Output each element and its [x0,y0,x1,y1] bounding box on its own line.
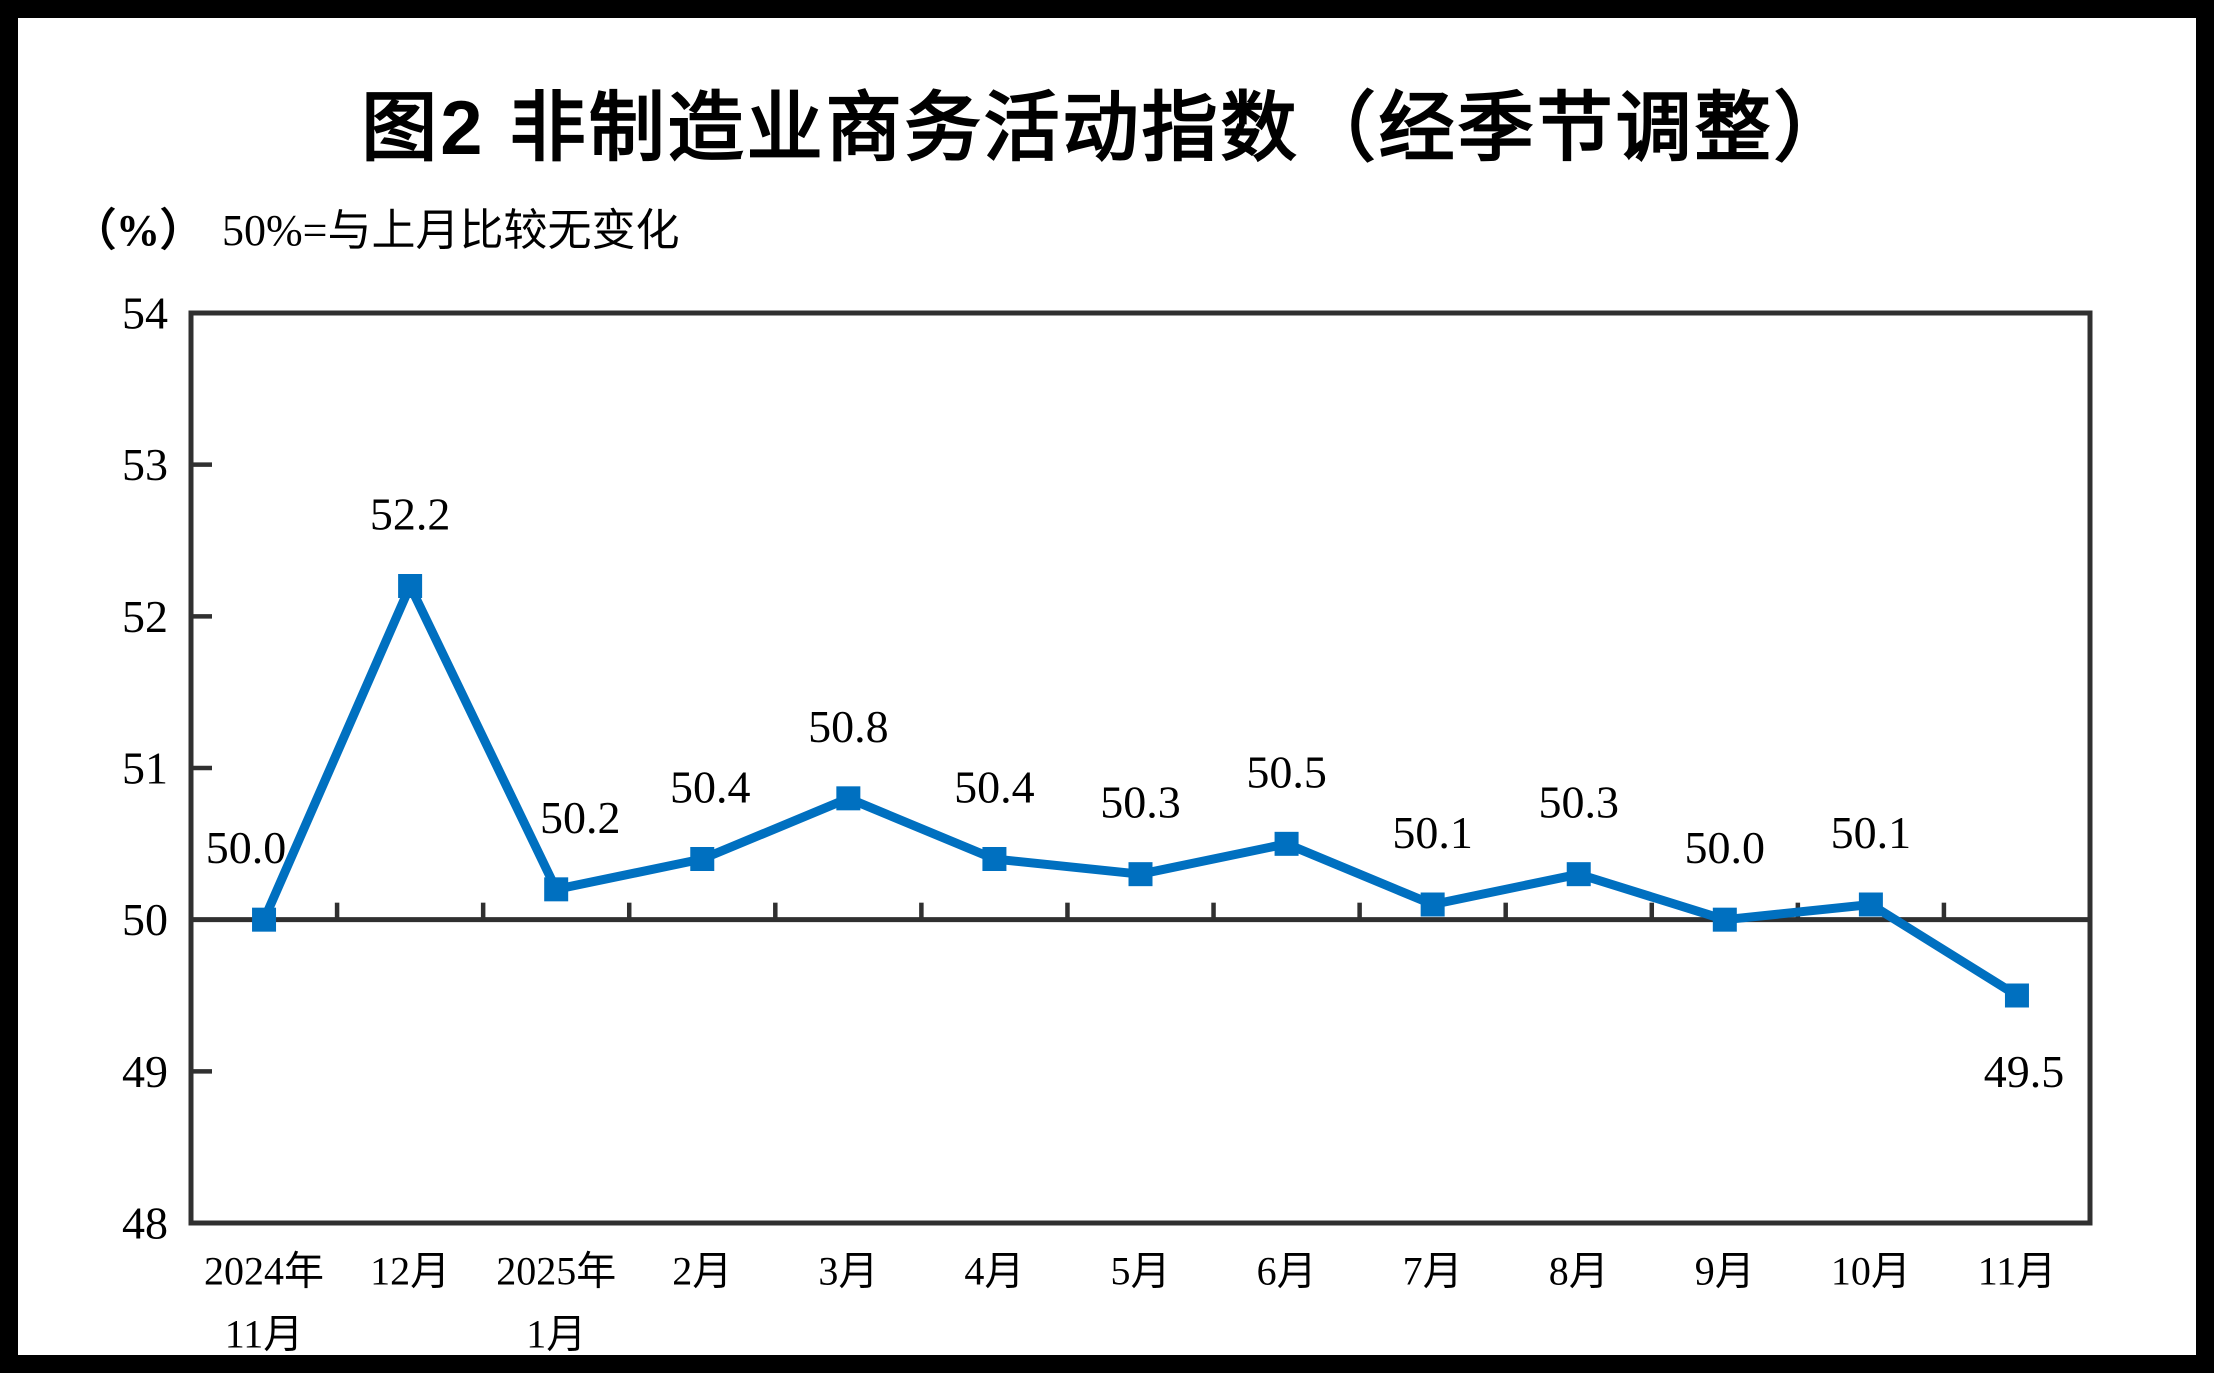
data-point-marker [1128,862,1153,887]
y-axis-tick-label: 50 [122,894,168,945]
data-label: 50.4 [670,762,751,813]
x-axis-tick-label: 11月 [225,1312,304,1357]
x-axis-tick-label: 5月 [1111,1249,1171,1294]
y-axis-tick-label: 52 [122,591,168,642]
x-axis-tick-label: 12月 [370,1249,450,1294]
line-chart: 48 49 50 51 52 53 54 50.0 52.2 50.2 50.4 50.8 50.4 50… [122,288,2093,1357]
x-axis-tick-label: 2月 [672,1249,732,1294]
y-axis-tick-label: 53 [122,439,168,490]
y-axis-tick-label: 48 [122,1198,168,1249]
data-point-marker [982,847,1007,871]
data-label: 50.2 [540,792,621,843]
data-label: 50.3 [1100,777,1181,828]
data-label: 50.1 [1392,807,1473,858]
x-axis-tick-label: 10月 [1831,1249,1911,1294]
axis-note: （%） 50%=与上月比较无变化 [72,194,679,258]
x-axis-tick-label: 2025年 [496,1249,616,1294]
chart-canvas: 图2 非制造业商务活动指数（经季节调整） （%） 50%=与上月比较无变化 48 4… [18,18,2196,1357]
y-axis-tick-label: 51 [122,743,168,794]
data-point-marker [1274,831,1299,856]
x-axis-tick-label: 3月 [818,1249,878,1294]
y-axis-unit-label: （%） [72,206,204,255]
data-label: 50.0 [1685,822,1766,873]
data-label: 52.2 [370,489,451,540]
x-axis-tick-label: 11月 [1978,1249,2057,1294]
x-axis-tick-label: 2024年 [204,1249,324,1294]
x-axis-tick-label: 6月 [1257,1249,1317,1294]
x-axis-tick-label: 9月 [1695,1249,1755,1294]
data-point-marker [252,907,277,932]
y-axis-tick-label: 54 [122,288,168,339]
data-label: 50.0 [206,822,287,873]
data-label: 50.8 [808,701,889,752]
chart-title: 图2 非制造业商务活动指数（经季节调整） [361,86,1853,171]
data-label: 50.4 [954,762,1035,813]
reference-note: 50%=与上月比较无变化 [222,206,680,255]
x-axis-tick-label: 7月 [1403,1249,1463,1294]
data-label: 49.5 [1984,1046,2065,1097]
data-point-marker [544,877,569,902]
x-axis-tick-label: 8月 [1549,1249,1609,1294]
x-axis-tick-label: 1月 [526,1312,586,1357]
y-axis-tick-label: 49 [122,1046,168,1097]
plot-area-border [188,310,2093,1226]
data-point-marker [1566,862,1591,887]
data-point-marker [1420,892,1445,917]
data-point-marker [398,574,423,598]
data-point-marker [690,847,715,871]
data-label: 50.3 [1538,777,1619,828]
data-label: 50.1 [1831,807,1912,858]
data-point-marker [836,786,861,811]
data-label: 50.5 [1246,746,1327,797]
x-axis-tick-label: 4月 [964,1249,1024,1294]
data-point-marker [1712,907,1737,932]
data-point-marker [1858,892,1883,917]
data-point-marker [2004,983,2029,1008]
